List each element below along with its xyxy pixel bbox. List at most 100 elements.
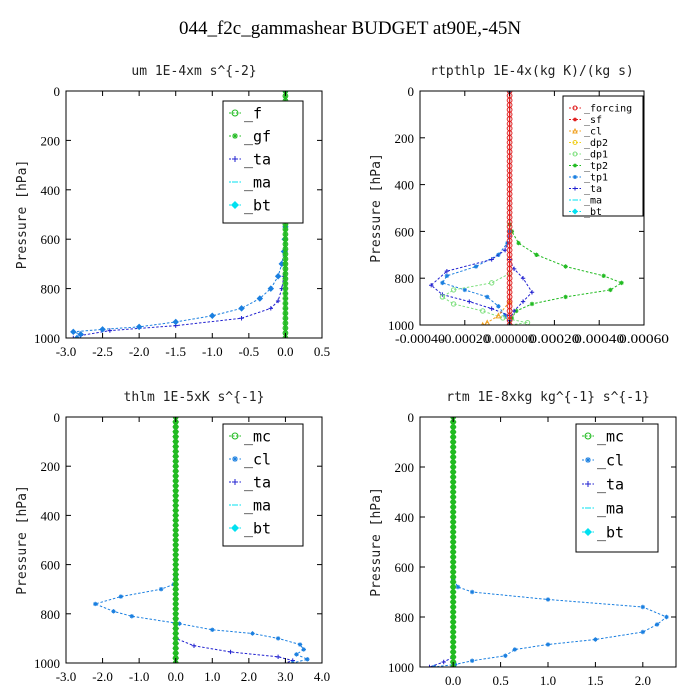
data-point: [529, 301, 535, 307]
data-point: [191, 643, 197, 648]
x-tick-label: -3.0: [56, 344, 77, 359]
data-point: [283, 310, 288, 316]
series-line-ta: [430, 91, 511, 325]
x-tick-label: 4.0: [314, 669, 330, 684]
chart-rtpthlp: -0.00040-0.000200.0000000.000200.000400.…: [369, 64, 669, 346]
x-tick-label: -0.00020: [440, 331, 490, 346]
data-point: [283, 281, 288, 287]
data-point: [268, 306, 273, 311]
data-point: [250, 631, 255, 636]
legend-entry: _bt: [597, 523, 624, 541]
data-point: [283, 241, 288, 247]
y-tick-label: 800: [41, 607, 61, 622]
y-tick-label: 600: [395, 224, 415, 239]
legend-marker-diamond: [230, 523, 240, 533]
data-point: [238, 305, 245, 312]
legend: _mc _cl _ta _ma _bt: [575, 423, 659, 553]
x-tick-label: 1.5: [587, 673, 603, 688]
data-point: [77, 331, 84, 338]
plot-frame: [419, 90, 645, 326]
y-tick-label: 600: [395, 560, 415, 575]
series-group: [427, 417, 669, 667]
data-point: [441, 659, 446, 665]
data-point: [473, 264, 479, 269]
legend-marker-circle: [584, 432, 592, 440]
legend-entry: _dp2: [584, 138, 608, 149]
legend-marker-plus: [573, 186, 577, 191]
data-point: [283, 226, 288, 232]
data-point: [511, 266, 517, 272]
legend-marker-star: [573, 163, 577, 168]
legend-marker-plus: [585, 481, 591, 487]
legend-entry: _tp2: [584, 161, 608, 172]
data-point: [283, 286, 288, 291]
series-line-bt: [73, 91, 286, 338]
x-tick-label: -0.5: [239, 344, 260, 359]
data-point: [283, 276, 288, 282]
legend-entry: _tp1: [584, 173, 608, 184]
x-tick-label: -1.0: [202, 344, 223, 359]
data-point: [210, 627, 215, 632]
legend-entry: _ma: [244, 173, 271, 191]
data-point: [563, 264, 568, 269]
chart-thlm: -3.0 -2.0 -1.0 0.0 1.0 2.0 3.0 4.0 0 200 400 600 800…: [15, 390, 330, 684]
data-point: [129, 614, 135, 619]
legend-marker-circle: [572, 151, 578, 157]
x-tick-label: 0.00040: [574, 331, 624, 346]
data-point: [107, 328, 113, 333]
legend: _f _gf _ta _ma _bt: [222, 100, 304, 224]
data-point: [283, 296, 288, 301]
y-tick-label: 200: [41, 459, 61, 474]
y-tick-label: 0: [408, 410, 415, 425]
series-line-tp2: [509, 91, 623, 325]
data-point: [511, 308, 517, 314]
chart-title: rtm 1E-8xkg kg^{-1} s^{-1}: [446, 390, 650, 405]
data-point: [640, 604, 646, 610]
legend-entry: _dp1: [584, 150, 608, 161]
data-point: [99, 326, 106, 333]
legend-entry: _mc: [244, 427, 271, 445]
data-point: [71, 335, 76, 338]
y-tick-label: 1000: [34, 656, 60, 671]
data-point: [455, 584, 461, 590]
data-point: [601, 273, 606, 279]
data-point: [534, 252, 539, 257]
data-point: [239, 316, 244, 321]
data-point: [209, 312, 216, 319]
legend-marker-diamond: [583, 527, 593, 537]
legend-entry: _ma: [244, 496, 271, 514]
legend: _mc _cl _ta _ma _bt: [222, 423, 304, 547]
data-point: [444, 273, 450, 279]
data-point: [469, 589, 475, 595]
data-point: [297, 642, 303, 647]
data-point: [305, 657, 310, 662]
data-point: [545, 597, 551, 602]
legend-entry: _ta: [244, 150, 271, 168]
x-tick-label: -2.0: [129, 344, 150, 359]
data-point: [502, 313, 508, 318]
series-line-cl: [434, 417, 668, 667]
legend-entry: _cl: [244, 450, 271, 468]
y-tick-label: 600: [41, 558, 61, 573]
y-axis-label: Pressure [hPa]: [15, 485, 30, 595]
legend-marker-star: [232, 456, 238, 462]
data-point: [275, 636, 281, 641]
data-point: [545, 642, 551, 647]
data-point: [274, 273, 282, 280]
data-point: [283, 236, 288, 242]
data-point: [135, 323, 143, 331]
chart-title: thlm 1E-5xK s^{-1}: [124, 390, 265, 405]
data-point: [502, 247, 508, 253]
legend-marker-diamond: [571, 208, 579, 215]
chart-title: rtpthlp 1E-4x(kg K)/(kg s): [430, 64, 634, 79]
data-point: [516, 240, 521, 246]
data-point: [512, 647, 518, 652]
legend-entry: _ta: [244, 473, 271, 491]
legend-entry: _bt: [584, 207, 602, 218]
data-point: [563, 294, 568, 300]
chart-rtm: 0.0 0.5 1.0 1.5 2.0 0 200 400 600 800 1000 rtm 1E-8…: [369, 390, 677, 688]
data-point: [489, 306, 494, 311]
x-tick-label: 2.0: [241, 669, 257, 684]
series-line-tp1: [441, 91, 511, 325]
